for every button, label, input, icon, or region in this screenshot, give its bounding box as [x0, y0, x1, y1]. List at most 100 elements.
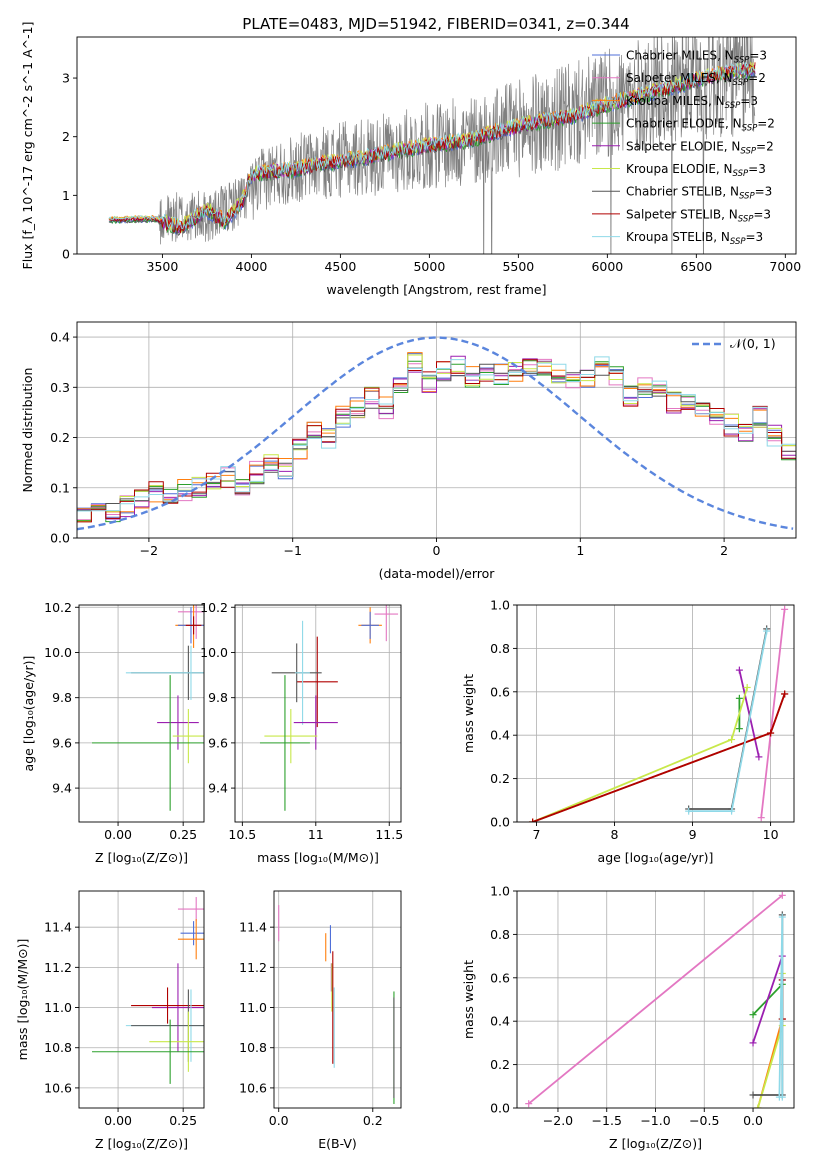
- y-tick-label: 11.0: [44, 1000, 72, 1015]
- legend-entry: Salpeter STELIB, NSSP=3: [626, 207, 771, 224]
- plot-area: [525, 891, 786, 1108]
- axes-box: [78, 604, 205, 823]
- x-tick-label: −1.0: [640, 1113, 670, 1128]
- weight-line: [532, 693, 786, 822]
- legend-text: Salpeter STELIB, N: [626, 207, 738, 221]
- axes-frame: 0.0 0.2 10.6 10.8 11.0 11.2 11.4 E(B-V): [239, 890, 402, 1151]
- y-tick-label: 0.1: [50, 480, 70, 495]
- x-tick-label: 7: [533, 827, 541, 842]
- legend-suffix: =2: [756, 139, 774, 153]
- y-tick-label: 2: [62, 129, 70, 144]
- x-tick-label: 9: [689, 827, 697, 842]
- legend-sub: SSP: [740, 146, 756, 156]
- histogram-step: [77, 359, 796, 523]
- y-tick-label: 10.2: [200, 600, 228, 615]
- x-tick-label: 0: [433, 543, 441, 558]
- y-tick-label: 0.2: [490, 1057, 510, 1072]
- x-tick-label: −1.5: [592, 1113, 622, 1128]
- legend-entry: Salpeter MILES, NSSP=2: [626, 71, 766, 88]
- x-axis-label: Z [log₁₀(Z/Z⊙)]: [95, 850, 188, 865]
- legend-text: Chabrier STELIB, N: [626, 185, 739, 199]
- figure-title: PLATE=0483, MJD=51942, FIBERID=0341, z=0…: [242, 15, 629, 33]
- x-tick-label: 5000: [413, 259, 445, 274]
- axes-box: [78, 890, 205, 1109]
- legend-sub: SSP: [730, 237, 746, 247]
- y-tick-label: 10.0: [200, 645, 228, 660]
- model-trace: [108, 62, 756, 234]
- y-tick-label: 0.2: [50, 430, 70, 445]
- x-tick-label: 7000: [769, 259, 801, 274]
- y-tick-label: 0.4: [50, 330, 70, 345]
- panel-weight-vs-age: 7 8 9 10 0.0 0.2 0.4 0.6 0.8 1.0 age [log₁₀(age/yr…: [461, 598, 795, 865]
- y-axis-label: mass [log₁₀(M/M⊙)]: [15, 939, 30, 1061]
- y-tick-label: 9.8: [52, 690, 72, 705]
- y-tick-label: 10.0: [44, 645, 72, 660]
- x-tick-label: 0.00: [104, 827, 132, 842]
- y-tick-label: 0.3: [50, 380, 70, 395]
- plot-area: [92, 605, 204, 811]
- y-tick-label: 10.6: [239, 1080, 267, 1095]
- weight-line: [738, 669, 760, 758]
- y-tick-label: 0.6: [490, 684, 510, 699]
- y-tick-label: 3: [62, 71, 70, 86]
- y-tick-label: 0.0: [490, 1101, 510, 1116]
- plot-area: [529, 605, 789, 822]
- x-tick-label: 11.5: [375, 827, 403, 842]
- weight-line: [760, 609, 786, 818]
- axes-box: [516, 604, 795, 823]
- x-tick-label: 0.0: [743, 1113, 763, 1128]
- plot-area: [278, 905, 395, 1104]
- x-tick-label: 0.25: [169, 827, 197, 842]
- x-tick-label: 10.5: [228, 827, 256, 842]
- histogram-step: [77, 353, 796, 518]
- y-tick-label: 0.8: [490, 641, 510, 656]
- x-tick-label: 8: [611, 827, 619, 842]
- panel-weight-vs-metallicity: −2.0 −1.5 −1.0 −0.5 0.0 0.0 0.2 0.4 0.6 0.8 1.0 Z […: [461, 884, 795, 1151]
- x-axis-label: Z [log₁₀(Z/Z⊙)]: [609, 1136, 702, 1151]
- legend-sub: SSP: [733, 78, 749, 88]
- panel-mass-vs-metallicity: 0.00 0.25 10.6 10.8 11.0 11.2 11.4 Z [log₁₀(Z/Z…: [15, 890, 205, 1151]
- y-tick-label: 10.6: [44, 1080, 72, 1095]
- y-tick-label: 9.4: [52, 781, 72, 796]
- legend-sub: SSP: [733, 169, 749, 179]
- y-tick-label: 0.0: [490, 815, 510, 830]
- x-tick-label: 3500: [147, 259, 179, 274]
- y-tick-label: 1.0: [490, 598, 510, 613]
- weight-line: [778, 916, 784, 1098]
- histogram-step: [77, 358, 796, 521]
- axes-frame: 0.00 0.25 10.6 10.8 11.0 11.2 11.4 Z [log₁₀(Z/Z…: [15, 890, 205, 1151]
- y-tick-label: 11.4: [239, 920, 267, 935]
- y-tick-label: 9.4: [208, 781, 228, 796]
- legend-text: Kroupa MILES, N: [626, 94, 725, 108]
- plot-area: [259, 605, 399, 811]
- panel-residual-histogram: −2 −1 0 1 2 0.0 0.1 0.2 0.3 0.4 (data-model)/error…: [20, 321, 797, 581]
- axes-frame: 10.5 11 11.5 9.4 9.6 9.8 10.0 10.2 mass [log₁₀(M…: [200, 600, 403, 865]
- model-trace: [108, 62, 756, 230]
- y-tick-label: 0.0: [50, 531, 70, 546]
- y-tick-label: 10.8: [44, 1040, 72, 1055]
- legend-sub: SSP: [742, 124, 758, 134]
- weight-line: [532, 693, 786, 822]
- axes-frame: 0.00 0.25 9.4 9.6 9.8 10.0 10.2 Z [log₁₀(Z/Z⊙)]…: [21, 600, 205, 865]
- x-tick-label: 0.2: [363, 1113, 383, 1128]
- x-axis-label: (data-model)/error: [379, 566, 496, 581]
- x-tick-label: 0.25: [169, 1113, 197, 1128]
- y-tick-label: 11.4: [44, 920, 72, 935]
- y-axis-label: mass weight: [461, 674, 476, 753]
- y-axis-label: mass weight: [461, 960, 476, 1039]
- panel-spectrum: 3500 4000 4500 5000 5500 6000 6500 7000 0 1 2 3 wave…: [20, 22, 801, 297]
- x-tick-label: −0.5: [689, 1113, 719, 1128]
- histogram-step: [77, 360, 796, 523]
- y-tick-label: 0.6: [490, 970, 510, 985]
- y-tick-label: 1.0: [490, 884, 510, 899]
- y-tick-label: 11.2: [44, 960, 72, 975]
- x-tick-label: −2.0: [543, 1113, 573, 1128]
- y-tick-label: 9.6: [52, 735, 72, 750]
- x-axis-label: E(B-V): [318, 1136, 357, 1151]
- x-tick-label: 6500: [680, 259, 712, 274]
- legend-suffix: =3: [753, 207, 771, 221]
- legend-text: Salpeter ELODIE, N: [626, 139, 740, 153]
- x-axis-label: age [log₁₀(age/yr)]: [598, 850, 714, 865]
- y-tick-label: 9.8: [208, 690, 228, 705]
- legend-entry: 𝒩(0, 1): [730, 336, 776, 351]
